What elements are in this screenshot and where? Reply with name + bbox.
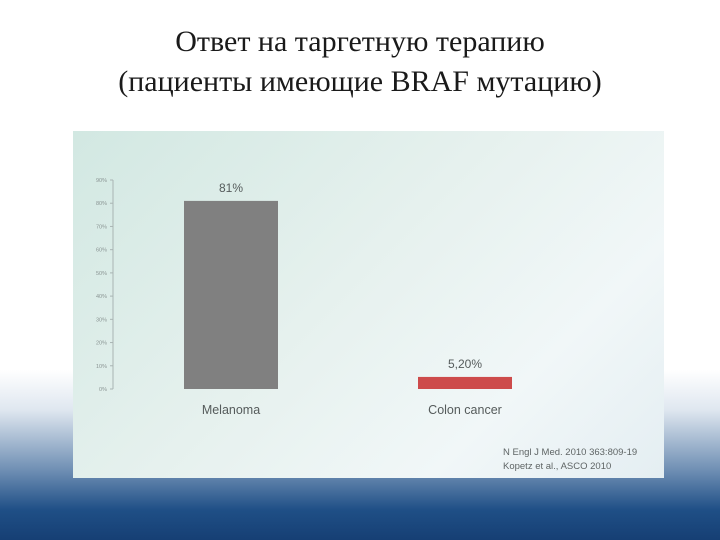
x-category-label: Colon cancer	[428, 403, 502, 417]
y-tick-label: 40%	[96, 294, 107, 300]
bar-0	[184, 200, 278, 389]
y-tick-label: 60%	[96, 248, 107, 254]
bar-chart: 0% 10% 20% 30% 40% 50% 60% 70% 80% 90% 81% Melanom…	[96, 178, 637, 472]
chart-panel: 0% 10% 20% 30% 40% 50% 60% 70% 80% 90% 81% Melanom…	[73, 131, 664, 478]
y-tick-label: 50%	[96, 271, 107, 277]
bar-value-label: 5,20%	[448, 357, 482, 371]
bar-value-label: 81%	[219, 181, 243, 195]
y-tick-label: 30%	[96, 317, 107, 323]
y-axis: 0% 10% 20% 30% 40% 50% 60% 70% 80% 90%	[96, 178, 114, 393]
bars: 81% Melanoma 5,20% Colon cancer	[184, 181, 512, 417]
slide-title-line1: Ответ на таргетную терапию	[175, 25, 545, 58]
slide-title-line2: (пациенты имеющие BRAF мутацию)	[118, 65, 602, 98]
y-tick-label: 0%	[99, 387, 107, 393]
y-tick-label: 90%	[96, 178, 107, 184]
y-tick-label: 70%	[96, 224, 107, 230]
y-tick-label: 80%	[96, 201, 107, 207]
slide-title: Ответ на таргетную терапию (пациенты име…	[0, 22, 720, 102]
y-tick-label: 20%	[96, 341, 107, 347]
source-citation: Kopetz et al., ASCO 2010	[503, 461, 611, 472]
bar-1	[418, 376, 512, 389]
source-citation: N Engl J Med. 2010 363:809-19	[503, 447, 637, 458]
y-tick-label: 10%	[96, 364, 107, 370]
x-category-label: Melanoma	[202, 403, 260, 417]
source-citations: N Engl J Med. 2010 363:809-19 Kopetz et a…	[503, 447, 637, 472]
